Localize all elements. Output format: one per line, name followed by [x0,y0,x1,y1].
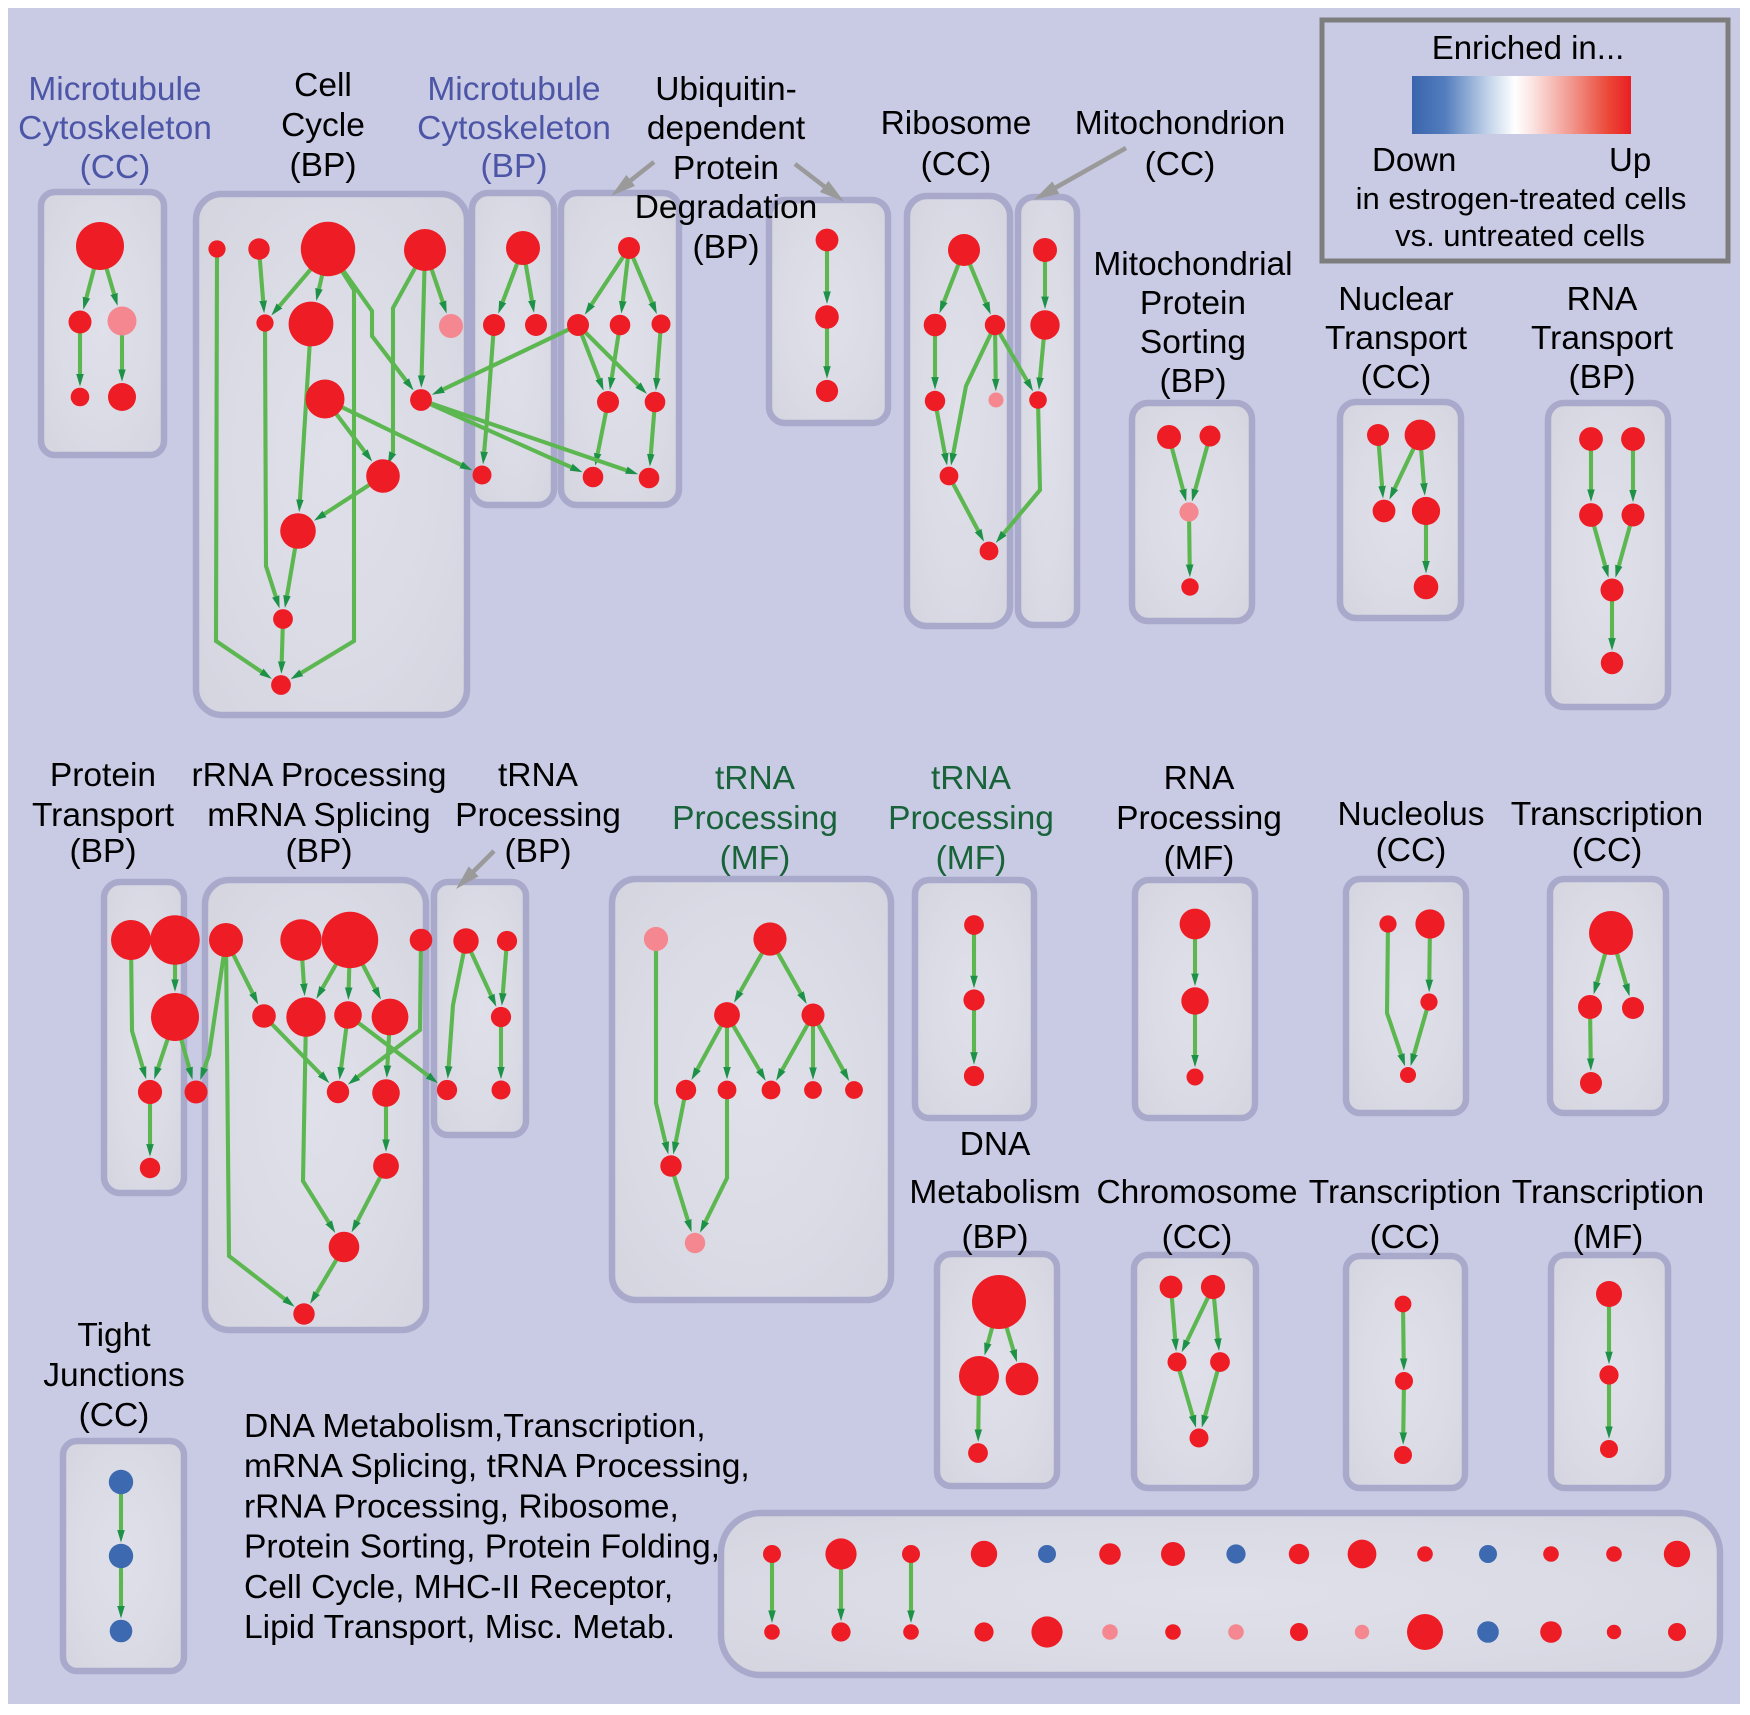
svg-text:Metabolism: Metabolism [909,1174,1080,1211]
svg-text:(BP): (BP) [290,147,357,184]
svg-text:(BP): (BP) [693,229,760,266]
svg-text:Tight: Tight [77,1317,151,1354]
svg-text:tRNA: tRNA [498,757,579,794]
svg-text:tRNA: tRNA [931,760,1012,797]
svg-text:Junctions: Junctions [43,1357,185,1394]
svg-text:(MF): (MF) [1164,840,1235,877]
svg-text:Transport: Transport [1325,320,1468,357]
svg-text:Sorting: Sorting [1140,324,1246,361]
svg-text:dependent: dependent [647,110,806,147]
svg-text:Up: Up [1609,141,1651,178]
svg-text:Nucleolus: Nucleolus [1337,796,1484,833]
svg-text:rRNA Processing: rRNA Processing [191,757,446,794]
svg-text:mRNA Splicing, tRNA Processing: mRNA Splicing, tRNA Processing, [244,1448,750,1485]
svg-text:(BP): (BP) [481,148,548,185]
svg-text:Cytoskeleton: Cytoskeleton [417,110,611,147]
svg-text:Transcription: Transcription [1511,796,1703,833]
svg-text:mRNA Splicing: mRNA Splicing [207,797,430,834]
svg-text:RNA: RNA [1164,760,1235,797]
svg-text:(BP): (BP) [1569,359,1636,396]
svg-text:Protein: Protein [673,150,779,187]
svg-text:Cell: Cell [294,67,352,104]
svg-text:(MF): (MF) [936,840,1007,877]
svg-text:(BP): (BP) [505,833,572,870]
svg-text:(CC): (CC) [1162,1219,1233,1256]
svg-text:Degradation: Degradation [635,189,818,226]
svg-text:Protein: Protein [1140,285,1246,322]
svg-text:Cell Cycle, MHC-II Receptor,: Cell Cycle, MHC-II Receptor, [244,1569,673,1606]
svg-text:in estrogen-treated cells: in estrogen-treated cells [1356,181,1687,216]
svg-text:Down: Down [1372,141,1456,178]
svg-text:Mitochondrion: Mitochondrion [1075,105,1285,142]
svg-text:(BP): (BP) [286,833,353,870]
svg-text:Ubiquitin-: Ubiquitin- [655,71,797,108]
svg-text:(CC): (CC) [80,149,151,186]
svg-text:vs. untreated cells: vs. untreated cells [1395,218,1645,253]
svg-text:(CC): (CC) [1145,146,1216,183]
svg-text:Cycle: Cycle [281,107,365,144]
svg-text:(CC): (CC) [1572,832,1643,869]
svg-text:Protein Sorting, Protein Foldi: Protein Sorting, Protein Folding, [244,1529,720,1566]
svg-text:Processing: Processing [672,800,838,837]
svg-text:(MF): (MF) [1573,1219,1644,1256]
svg-text:Microtubule: Microtubule [28,71,201,108]
svg-text:DNA Metabolism,Transcription,: DNA Metabolism,Transcription, [244,1408,706,1445]
svg-text:(CC): (CC) [921,146,992,183]
svg-text:Cytoskeleton: Cytoskeleton [18,110,212,147]
svg-text:Chromosome: Chromosome [1096,1174,1297,1211]
svg-text:Nuclear: Nuclear [1338,281,1453,318]
svg-text:(BP): (BP) [1160,363,1227,400]
svg-text:Processing: Processing [888,800,1054,837]
svg-text:(CC): (CC) [79,1397,150,1434]
svg-text:Ribosome: Ribosome [881,105,1032,142]
svg-text:Transcription: Transcription [1512,1174,1704,1211]
svg-text:Transport: Transport [1531,320,1674,357]
svg-text:(CC): (CC) [1370,1219,1441,1256]
svg-text:(CC): (CC) [1361,359,1432,396]
svg-text:Processing: Processing [1116,800,1282,837]
svg-text:(BP): (BP) [70,833,137,870]
svg-text:Transcription: Transcription [1309,1174,1501,1211]
svg-text:Protein: Protein [50,757,156,794]
svg-text:Mitochondrial: Mitochondrial [1093,246,1292,283]
svg-text:(MF): (MF) [720,840,791,877]
svg-text:tRNA: tRNA [715,760,796,797]
svg-text:Processing: Processing [455,797,621,834]
svg-text:(BP): (BP) [962,1219,1029,1256]
svg-text:Lipid Transport, Misc. Metab.: Lipid Transport, Misc. Metab. [244,1609,675,1646]
svg-text:DNA: DNA [960,1126,1031,1163]
svg-text:(CC): (CC) [1376,832,1447,869]
svg-text:Enriched in...: Enriched in... [1432,29,1625,66]
svg-text:rRNA Processing, Ribosome,: rRNA Processing, Ribosome, [244,1488,679,1525]
svg-text:Transport: Transport [32,797,175,834]
svg-text:RNA: RNA [1567,281,1638,318]
svg-text:Microtubule: Microtubule [427,71,600,108]
